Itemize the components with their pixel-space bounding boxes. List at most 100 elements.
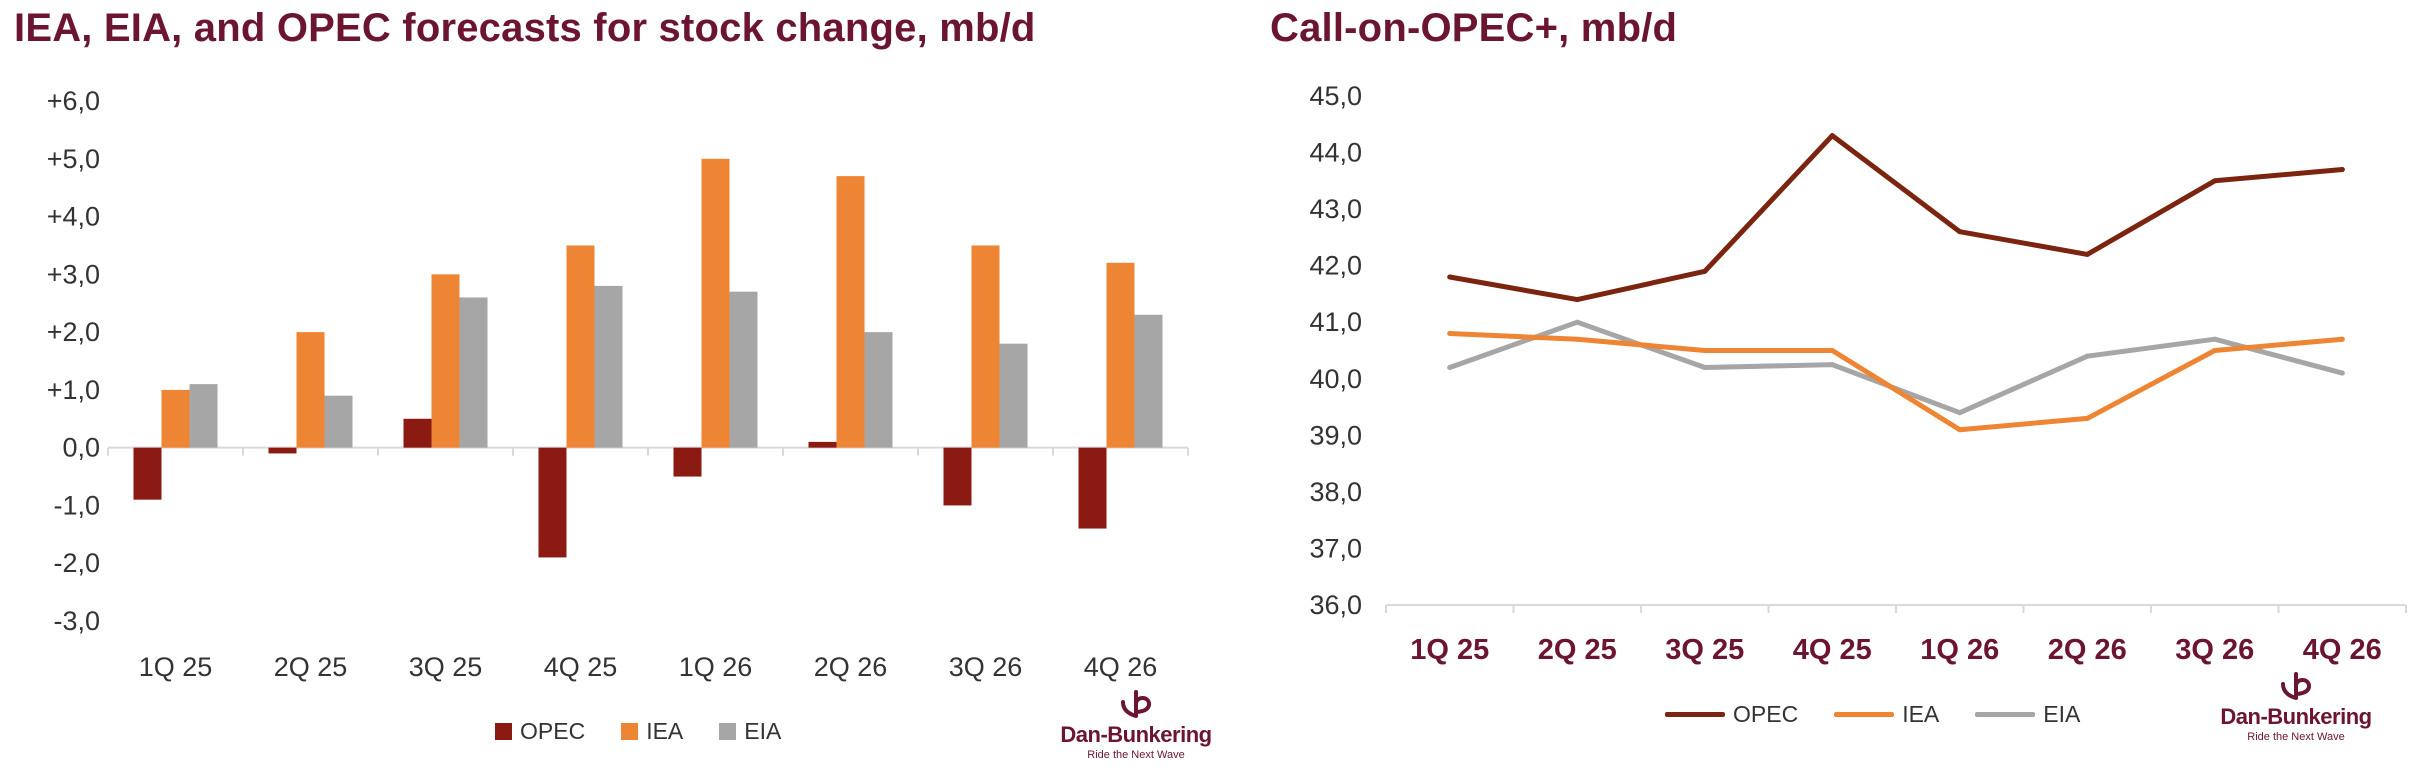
point-opec-1q-26 [1957, 229, 1963, 235]
bar-opec-1q-26 [673, 447, 702, 477]
point-eia-4q-25 [1829, 362, 1835, 368]
x-tick-label: 2Q 25 [274, 652, 348, 682]
point-opec-1q-25 [1447, 274, 1453, 280]
legend-item-iea: IEA [1834, 701, 1939, 728]
bar-eia-2q-26 [864, 332, 893, 448]
bar-eia-4q-26 [1134, 314, 1163, 448]
bar-opec-2q-25 [268, 447, 297, 454]
bar-iea-2q-26 [836, 176, 865, 448]
point-iea-3q-26 [2212, 348, 2218, 353]
y-tick-label: 45,0 [1309, 81, 1362, 111]
x-tick-label: 3Q 26 [2175, 634, 2254, 666]
point-iea-1q-26 [1957, 427, 1963, 433]
dan-bunkering-logo-right: Dan-Bunkering Ride the Next Wave [2196, 672, 2396, 743]
y-tick-label: 0,0 [62, 433, 100, 463]
call-on-opec-legend: OPEC IEA EIA [1665, 701, 2080, 728]
y-tick-label: 44,0 [1309, 138, 1362, 168]
line-iea [1447, 331, 2345, 433]
point-eia-3q-26 [2212, 336, 2218, 342]
bar-opec-4q-25 [538, 447, 567, 558]
y-tick-label: -2,0 [53, 548, 100, 578]
legend-swatch-opec [495, 723, 512, 740]
point-iea-3q-25 [1702, 348, 1708, 353]
point-eia-3q-25 [1702, 364, 1708, 370]
y-tick-label: -3,0 [53, 606, 100, 636]
x-tick-label: 1Q 26 [679, 652, 753, 682]
bar-iea-4q-26 [1106, 262, 1135, 448]
bar-iea-4q-25 [566, 245, 595, 448]
line-eia [1447, 319, 2345, 416]
legend-item-opec: OPEC [1665, 701, 1798, 728]
x-tick-label: 4Q 26 [2303, 634, 2382, 666]
legend-swatch-iea [621, 723, 639, 740]
bar-iea-1q-26 [701, 158, 730, 448]
dan-bunkering-mark-icon [1121, 690, 1152, 718]
x-tick-label: 1Q 25 [1410, 634, 1489, 666]
call-on-opec-chart-title: Call-on-OPEC+, mb/d [1270, 6, 1678, 50]
point-opec-3q-26 [2212, 178, 2218, 184]
bar-eia-4q-25 [594, 285, 623, 448]
point-opec-3q-25 [1702, 268, 1708, 274]
point-opec-2q-25 [1574, 297, 1580, 303]
logo-tagline: Ride the Next Wave [2247, 731, 2345, 743]
y-tick-label: 41,0 [1309, 307, 1362, 337]
x-tick-label: 1Q 25 [139, 652, 213, 682]
point-eia-2q-25 [1574, 319, 1580, 325]
dan-bunkering-logo-left: Dan-Bunkering Ride the Next Wave [1036, 690, 1236, 761]
legend-item-eia: EIA [719, 718, 781, 745]
point-eia-1q-26 [1957, 410, 1963, 416]
bar-opec-3q-26 [943, 447, 972, 506]
legend-swatch-opec [1665, 712, 1725, 717]
legend-label-iea: IEA [646, 718, 684, 744]
logo-name: Dan-Bunkering [1060, 722, 1212, 747]
point-iea-2q-25 [1574, 336, 1580, 342]
stock-change-panel: IEA, EIA, and OPEC forecasts for stock c… [14, 6, 1236, 761]
x-tick-label: 4Q 25 [544, 652, 618, 682]
dan-bunkering-mark-icon [2281, 672, 2312, 700]
legend-swatch-iea [1834, 712, 1895, 717]
x-tick-label: 4Q 26 [1084, 652, 1158, 682]
bar-opec-1q-25 [133, 447, 162, 500]
call-on-opec-panel: Call-on-OPEC+, mb/d 45,0 44,0 43,0 42,0 41,0… [1240, 0, 2436, 771]
point-opec-2q-26 [2084, 251, 2090, 257]
x-tick-label: 2Q 26 [2048, 634, 2127, 666]
bar-opec-2q-26 [808, 441, 837, 448]
bar-eia-1q-25 [189, 384, 218, 448]
y-tick-label: 42,0 [1309, 251, 1362, 281]
legend-item-opec: OPEC [495, 718, 585, 745]
bar-opec-4q-26 [1078, 447, 1107, 529]
x-tick-label: 1Q 26 [1920, 634, 1999, 666]
y-tick-label: 40,0 [1309, 364, 1362, 394]
bar-opec-3q-25 [403, 418, 432, 448]
legend-swatch-eia [719, 723, 737, 740]
legend-label-opec: OPEC [520, 718, 586, 744]
legend-item-iea: IEA [621, 718, 683, 745]
point-iea-4q-25 [1829, 348, 1835, 353]
y-tick-label: 38,0 [1309, 477, 1362, 507]
bar-eia-2q-25 [324, 395, 353, 448]
bar-iea-2q-25 [296, 332, 325, 448]
bar-eia-3q-25 [459, 297, 488, 448]
point-iea-1q-25 [1447, 331, 1453, 337]
y-tick-label: 37,0 [1309, 533, 1362, 563]
point-iea-2q-26 [2084, 415, 2090, 421]
stock-change-chart-title: IEA, EIA, and OPEC forecasts for stock c… [14, 6, 1036, 50]
logo-tagline: Ride the Next Wave [1087, 749, 1185, 761]
bar-iea-3q-25 [431, 274, 460, 448]
x-tick-label: 3Q 25 [409, 652, 483, 682]
point-eia-1q-25 [1447, 364, 1453, 370]
x-tick-label: 3Q 26 [949, 652, 1023, 682]
stock-change-legend: OPEC IEA EIA [495, 718, 781, 745]
y-tick-label: +2,0 [47, 317, 100, 347]
bar-iea-1q-25 [161, 389, 190, 448]
point-eia-4q-26 [2339, 370, 2345, 376]
point-opec-4q-25 [1829, 133, 1835, 139]
x-tick-label: 4Q 25 [1793, 634, 1872, 666]
y-tick-label: +1,0 [47, 375, 100, 405]
bar-iea-3q-26 [971, 245, 1000, 448]
stock-change-bar-chart: +6,0 +5,0 +4,0 +3,0 +2,0 +1,0 0,0 -1,0 -2,0 -3,0 1… [47, 86, 1189, 682]
y-tick-label: +3,0 [47, 259, 100, 289]
y-tick-label: 39,0 [1309, 420, 1362, 450]
x-tick-label: 2Q 26 [814, 652, 888, 682]
bar-eia-3q-26 [999, 343, 1028, 448]
